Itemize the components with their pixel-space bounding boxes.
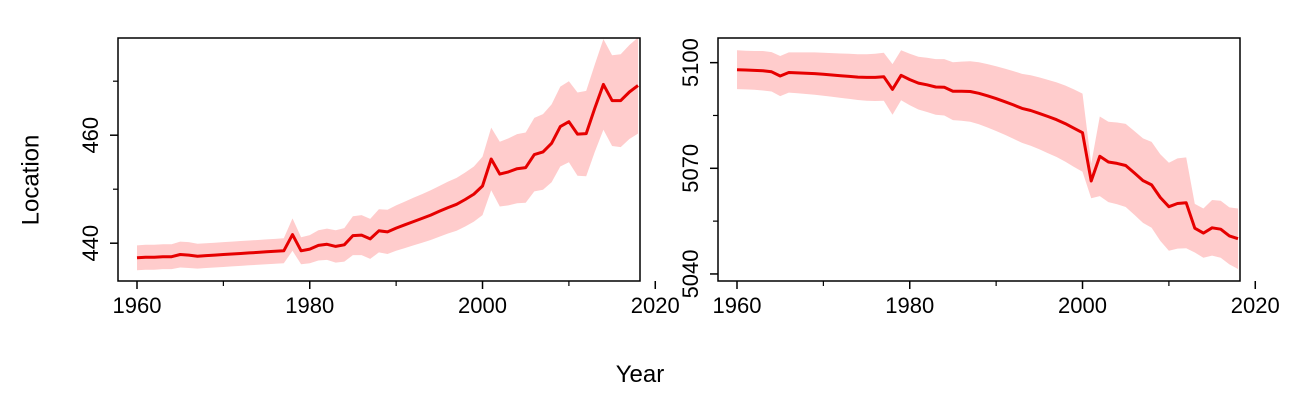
left-confidence-band-layer [137,37,638,271]
right-confidence-band-layer [737,50,1238,269]
left-panel: 1960 1980 2000 2020 440 460 [78,37,680,318]
y-axis-title: Location [17,135,44,226]
right-x-tick-label-2000: 2000 [1058,293,1107,318]
left-line-layer [136,82,639,260]
left-x-axis: 1960 1980 2000 2020 [113,281,680,318]
right-y-tick-label-5040: 5040 [678,249,703,298]
right-x-tick-label-1960: 1960 [713,293,762,318]
right-line-layer [736,68,1239,241]
right-y-tick-label-5100: 5100 [678,38,703,87]
right-series-line [736,68,1239,241]
left-x-tick-label-2000: 2000 [458,293,507,318]
left-x-tick-label-1980: 1980 [285,293,334,318]
left-x-tick-label-2020: 2020 [631,293,680,318]
left-x-tick-label-1960: 1960 [113,293,162,318]
left-plot-frame [117,37,641,282]
left-series-line [136,82,639,260]
left-y-tick-label-460: 460 [78,117,103,154]
left-y-tick-label-440: 440 [78,225,103,262]
right-panel: 1960 1980 2000 2020 5040 5070 5100 [678,37,1280,318]
right-y-tick-label-5070: 5070 [678,144,703,193]
right-x-tick-label-1980: 1980 [885,293,934,318]
left-y-axis: 440 460 [78,80,118,262]
right-x-axis: 1960 1980 2000 2020 [713,281,1280,318]
left-confidence-band [137,37,638,271]
right-y-axis: 5040 5070 5100 [678,38,718,298]
right-confidence-band [737,50,1238,269]
right-x-tick-label-2020: 2020 [1231,293,1280,318]
x-axis-title: Year [616,361,665,388]
right-plot-frame [717,37,1241,282]
